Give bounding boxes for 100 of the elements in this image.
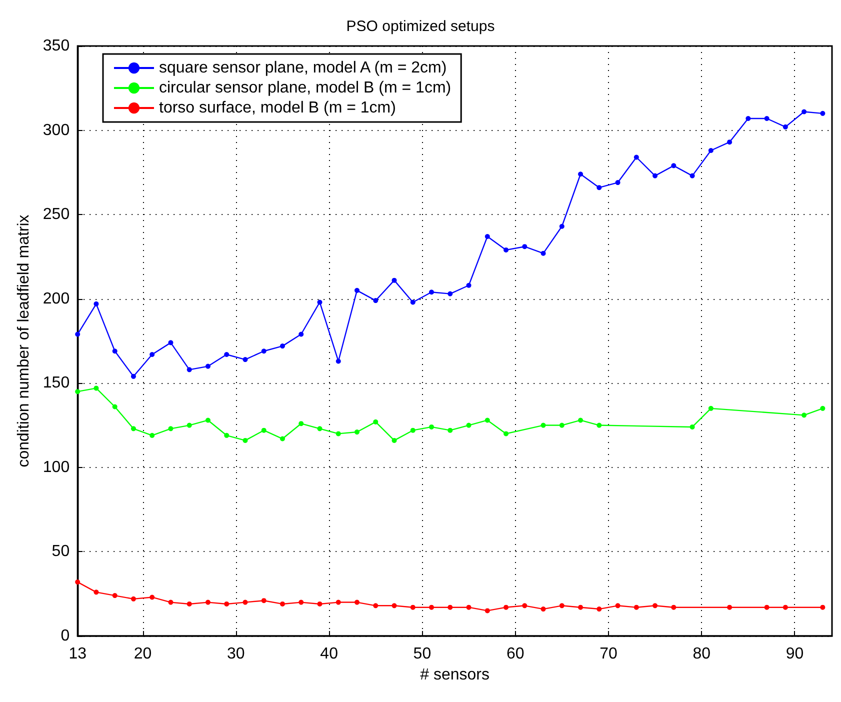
y-tick-label: 50 <box>52 543 70 560</box>
x-tick-label: 70 <box>600 646 618 662</box>
point <box>540 250 546 256</box>
point <box>112 404 118 410</box>
point <box>373 419 378 424</box>
point <box>596 185 602 190</box>
point <box>280 436 285 442</box>
point <box>224 352 230 357</box>
point <box>559 603 564 608</box>
point <box>559 422 564 428</box>
point <box>317 426 322 432</box>
point <box>782 604 788 610</box>
point <box>559 224 564 229</box>
point <box>578 418 584 423</box>
point <box>298 332 304 337</box>
point <box>373 298 378 304</box>
point <box>317 300 322 305</box>
point <box>205 418 210 423</box>
point <box>596 606 602 612</box>
point <box>94 301 99 306</box>
x-tick-label: 40 <box>320 646 338 662</box>
y-tick-label: 100 <box>42 458 70 476</box>
point <box>671 604 676 610</box>
point <box>448 428 453 433</box>
point <box>410 428 416 433</box>
point <box>690 173 695 178</box>
point <box>392 603 397 608</box>
point <box>708 406 714 411</box>
point <box>224 432 230 438</box>
point <box>782 124 788 130</box>
point <box>186 601 192 606</box>
x-tick-label: 50 <box>413 646 432 662</box>
x-axis-title: # sensors <box>420 666 490 684</box>
point <box>392 438 397 443</box>
point <box>484 608 490 614</box>
point <box>652 603 658 608</box>
point <box>578 604 584 610</box>
point <box>820 406 826 411</box>
point <box>466 422 472 428</box>
point <box>354 430 360 435</box>
point <box>168 426 174 432</box>
point <box>578 172 584 177</box>
point <box>242 600 248 605</box>
point <box>466 282 472 288</box>
point <box>466 604 472 610</box>
legend-label: circular sensor plane, model B (m = 1cm) <box>159 80 452 96</box>
point <box>280 601 285 606</box>
point <box>280 344 285 349</box>
point <box>168 600 174 605</box>
point <box>820 110 826 116</box>
point <box>150 594 155 600</box>
point <box>596 422 602 428</box>
point <box>540 606 546 612</box>
point <box>261 348 266 354</box>
point <box>186 367 192 372</box>
point <box>764 116 770 121</box>
x-tick-label: 30 <box>227 646 245 662</box>
point <box>298 600 304 605</box>
point <box>429 424 434 430</box>
point <box>261 598 266 604</box>
point <box>298 421 304 426</box>
point <box>373 603 378 608</box>
point <box>75 580 80 585</box>
point <box>94 590 99 595</box>
x-tick-label: 20 <box>134 646 152 662</box>
point <box>429 604 434 610</box>
point <box>410 300 416 305</box>
y-tick-label: 300 <box>42 122 70 139</box>
point <box>130 596 136 602</box>
point <box>205 600 210 605</box>
y-tick-label: 350 <box>42 38 70 54</box>
y-tick-label: 0 <box>60 628 70 644</box>
point <box>130 374 136 379</box>
point <box>448 291 453 296</box>
y-tick-label: 250 <box>42 206 70 224</box>
point <box>504 604 509 610</box>
y-axis-title: condition number of leadfield matrix <box>16 214 32 468</box>
y-tick-label: 200 <box>42 290 70 308</box>
point <box>186 422 192 428</box>
point <box>540 422 546 428</box>
point <box>802 412 807 418</box>
point <box>615 180 620 186</box>
point <box>410 604 416 610</box>
chart-title: PSO optimized setups <box>346 18 495 35</box>
legend-label: square sensor plane, model A (m = 2cm) <box>159 60 447 76</box>
point <box>448 604 453 610</box>
point <box>634 154 639 160</box>
point <box>690 424 695 430</box>
point <box>242 357 248 362</box>
point <box>802 109 807 114</box>
point <box>112 593 118 598</box>
point <box>615 603 620 608</box>
point <box>224 601 230 606</box>
x-tick-label: 13 <box>68 646 87 662</box>
point <box>746 116 751 121</box>
point <box>708 148 714 154</box>
point <box>727 140 732 145</box>
point <box>336 431 341 436</box>
point <box>150 352 155 357</box>
point <box>484 234 490 239</box>
